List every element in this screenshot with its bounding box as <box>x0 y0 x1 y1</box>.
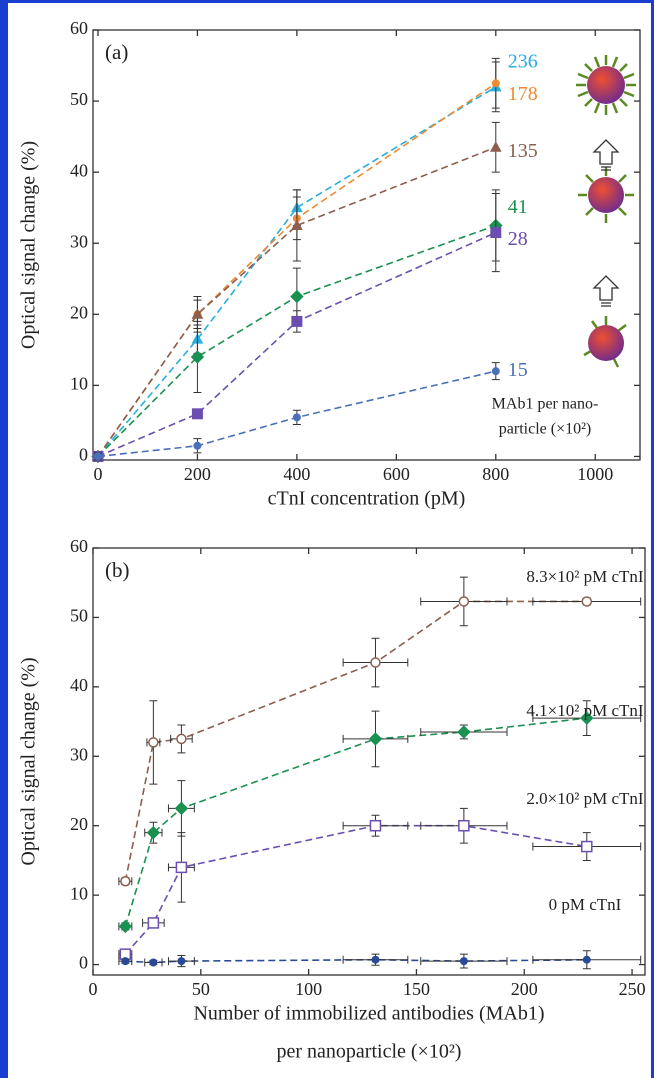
series-label: 4.1×10² pM cTnI <box>526 701 643 720</box>
series-label: 15 <box>508 359 528 381</box>
marker <box>149 958 158 967</box>
x-tick-label: 200 <box>184 464 211 484</box>
series-line <box>97 82 497 457</box>
y-tick-label: 50 <box>70 606 88 626</box>
series-line <box>97 224 497 458</box>
marker <box>118 919 133 934</box>
series-line <box>124 717 587 927</box>
series-line <box>124 600 587 882</box>
annotation: MAb1 per nano- <box>492 396 599 413</box>
marker <box>370 657 381 668</box>
marker <box>582 955 591 964</box>
marker <box>193 441 202 450</box>
marker <box>121 957 130 966</box>
x-tick-label: 600 <box>383 464 410 484</box>
marker <box>146 825 161 840</box>
y-tick-label: 30 <box>70 231 88 251</box>
marker <box>191 308 204 319</box>
nanoparticle-icons <box>576 55 636 368</box>
marker <box>457 725 471 739</box>
x-tick-label: 1000 <box>577 464 613 484</box>
x-axis-label: per nanoparticle (×10²) <box>277 1041 462 1063</box>
marker <box>176 733 187 745</box>
y-tick-label: 10 <box>70 883 88 903</box>
annotation: particle (×10²) <box>499 421 591 438</box>
x-tick-label: 150 <box>403 979 430 999</box>
series-line <box>97 370 496 458</box>
x-tick-label: 50 <box>192 979 210 999</box>
x-tick-label: 200 <box>511 979 538 999</box>
marker <box>177 957 186 966</box>
series-label: 8.3×10² pM cTnI <box>526 567 643 586</box>
y-axis-label: Optical signal change (%) <box>18 657 40 865</box>
marker <box>191 408 203 420</box>
x-axis-label: Number of immobilized antibodies (MAb1) <box>193 1003 544 1025</box>
marker <box>491 79 500 88</box>
series-line <box>124 824 587 955</box>
x-tick-label: 250 <box>619 979 646 999</box>
marker <box>291 219 303 230</box>
y-tick-label: 50 <box>70 89 88 109</box>
y-tick-label: 60 <box>70 18 88 38</box>
y-axis-label: Optical signal change (%) <box>18 141 40 349</box>
x-tick-label: 0 <box>89 979 98 999</box>
marker <box>581 840 593 853</box>
x-tick-label: 800 <box>482 464 509 484</box>
marker <box>458 596 470 607</box>
panel-label: (a) <box>105 40 128 64</box>
marker <box>459 957 468 966</box>
marker <box>368 732 383 746</box>
marker <box>93 452 102 461</box>
plot-frame <box>92 547 646 976</box>
marker <box>371 955 380 964</box>
marker <box>290 289 304 304</box>
marker <box>292 413 301 422</box>
marker <box>369 819 382 832</box>
marker <box>120 876 131 887</box>
marker <box>291 315 303 327</box>
x-tick-label: 0 <box>93 464 102 484</box>
y-tick-label: 20 <box>70 814 88 834</box>
marker <box>490 227 502 239</box>
marker <box>491 367 500 376</box>
series-line <box>97 231 497 458</box>
marker <box>190 350 205 364</box>
marker <box>175 861 188 874</box>
marker <box>458 819 470 832</box>
marker <box>147 917 160 929</box>
marker <box>174 801 189 816</box>
y-tick-label: 20 <box>70 302 88 322</box>
plot-frame <box>92 29 641 461</box>
y-tick-label: 0 <box>79 445 88 465</box>
series-label: 41 <box>508 196 528 218</box>
series-label: 2.0×10² pM cTnI <box>526 789 643 808</box>
x-tick-label: 100 <box>295 979 322 999</box>
marker <box>580 711 594 725</box>
y-tick-label: 30 <box>70 744 88 764</box>
y-tick-label: 60 <box>70 536 88 556</box>
series-label: 135 <box>508 140 538 162</box>
series-label: 178 <box>508 83 538 105</box>
y-tick-label: 40 <box>70 675 88 695</box>
y-tick-label: 0 <box>79 953 88 973</box>
x-tick-label: 400 <box>283 464 310 484</box>
series-line <box>97 146 497 457</box>
panel-label: (b) <box>105 558 130 582</box>
marker <box>148 737 159 748</box>
series-label: 28 <box>508 228 528 250</box>
x-axis-label: cTnI concentration (pM) <box>268 488 466 510</box>
marker <box>581 596 593 607</box>
series-line <box>97 86 497 457</box>
series-label: 236 <box>508 50 538 72</box>
y-tick-label: 10 <box>70 373 88 393</box>
y-tick-label: 40 <box>70 160 88 180</box>
marker <box>489 141 502 152</box>
series-label: 0 pM cTnI <box>549 895 622 914</box>
